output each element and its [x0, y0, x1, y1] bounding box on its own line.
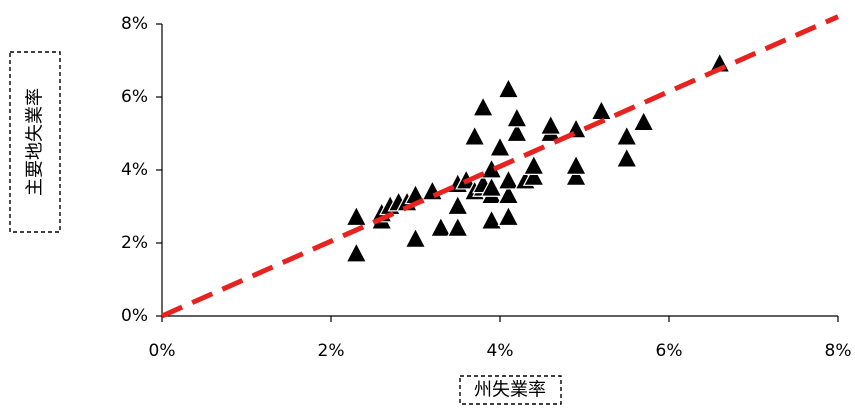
- data-point-triangle: [615, 146, 638, 168]
- x-tick-group: 0% 2% 4% 6% 8%: [149, 316, 852, 361]
- data-points: [345, 51, 731, 263]
- data-point-triangle: [505, 121, 528, 143]
- x-axis-title: 州失業率: [459, 375, 562, 405]
- data-point-triangle: [539, 113, 562, 135]
- x-tick-label: 8%: [825, 341, 852, 361]
- data-point-triangle: [446, 216, 469, 237]
- data-point-triangle: [429, 216, 452, 237]
- x-axis-title-box: [459, 375, 562, 405]
- x-tick-label: 2%: [318, 341, 345, 361]
- y-axis-title-text: 主要地失業率: [25, 88, 46, 196]
- y-axis-title-box: [9, 51, 61, 233]
- data-point-triangle: [404, 227, 427, 248]
- x-tick-label: 6%: [656, 341, 683, 361]
- data-point-triangle: [590, 99, 613, 121]
- data-point-triangle: [497, 77, 520, 99]
- data-point-triangle: [421, 179, 444, 201]
- data-point-triangle: [472, 95, 495, 117]
- data-point-triangle: [489, 135, 511, 157]
- data-point-triangle: [565, 165, 588, 186]
- y-tick-label: 2%: [121, 233, 148, 253]
- y-tick-label: 0%: [121, 306, 148, 326]
- data-point-triangle: [615, 124, 638, 146]
- data-point-triangle: [345, 205, 368, 227]
- y-tick-label: 6%: [121, 87, 148, 107]
- data-point-triangle: [480, 208, 503, 230]
- x-tick-label: 0%: [149, 341, 176, 361]
- data-point-triangle: [522, 154, 545, 175]
- y-tick-label: 8%: [121, 14, 148, 34]
- data-point-triangle: [632, 110, 655, 132]
- data-point-triangle: [565, 154, 588, 175]
- data-point-triangle: [497, 168, 520, 190]
- data-point-triangle: [505, 106, 528, 128]
- y-tick-group: 0% 2% 4% 6% 8%: [121, 14, 162, 326]
- y-axis-title: 主要地失業率: [9, 51, 61, 233]
- data-point-triangle: [463, 124, 486, 146]
- data-point-triangle: [345, 241, 368, 263]
- data-point-triangle: [497, 183, 520, 205]
- data-point-triangle: [497, 205, 520, 227]
- y-tick-label: 4%: [121, 160, 148, 180]
- x-axis-title-text: 州失業率: [474, 380, 546, 401]
- reference-line: [160, 14, 840, 319]
- x-tick-label: 4%: [487, 341, 514, 361]
- data-point-triangle: [446, 194, 469, 216]
- data-point-triangle: [480, 175, 503, 197]
- data-point-triangle: [522, 165, 545, 186]
